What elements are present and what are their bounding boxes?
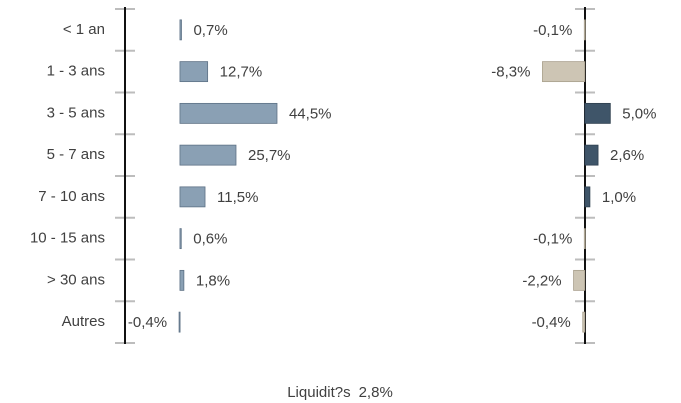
bar	[584, 144, 599, 166]
category-label: 1 - 3 ans	[47, 63, 105, 80]
value-label: 5,0%	[622, 105, 656, 122]
category-label: < 1 an	[63, 21, 105, 38]
value-label: 11,5%	[217, 189, 258, 206]
bar	[584, 102, 611, 124]
value-label: -0,4%	[128, 314, 167, 331]
bar	[583, 228, 586, 250]
value-label: -0,1%	[533, 231, 572, 248]
value-label: 2,6%	[610, 147, 644, 164]
bar	[573, 269, 586, 291]
category-label: Autres	[62, 313, 105, 330]
category-label: 7 - 10 ans	[38, 188, 105, 205]
value-label: 25,7%	[248, 147, 291, 164]
bar	[179, 269, 185, 291]
category-label: 3 - 5 ans	[47, 104, 105, 121]
value-label: 44,5%	[289, 105, 332, 122]
bar	[583, 19, 586, 41]
footer: Liquidit?s 2,8%	[287, 384, 393, 401]
value-label: 12,7%	[220, 64, 263, 81]
value-label: -8,3%	[491, 64, 530, 81]
bar	[179, 186, 206, 208]
value-label: 1,8%	[196, 272, 230, 289]
value-label: 1,0%	[602, 189, 636, 206]
footer-value: 2,8%	[359, 384, 393, 401]
footer-label: Liquidit?s	[287, 384, 350, 401]
value-label: -0,1%	[533, 22, 572, 39]
bar	[178, 311, 181, 333]
category-label: 5 - 7 ans	[47, 146, 105, 163]
bar	[582, 311, 586, 333]
value-label: 0,6%	[193, 231, 227, 248]
bar	[179, 228, 182, 250]
bar	[179, 19, 182, 41]
bar	[179, 61, 209, 83]
bar	[542, 61, 586, 83]
category-label: > 30 ans	[47, 271, 105, 288]
value-label: 0,7%	[193, 22, 227, 39]
bar	[179, 144, 237, 166]
category-label: 10 - 15 ans	[30, 230, 105, 247]
bar	[179, 102, 278, 124]
value-label: -0,4%	[532, 314, 571, 331]
value-label: -2,2%	[522, 272, 561, 289]
bar	[584, 186, 591, 208]
